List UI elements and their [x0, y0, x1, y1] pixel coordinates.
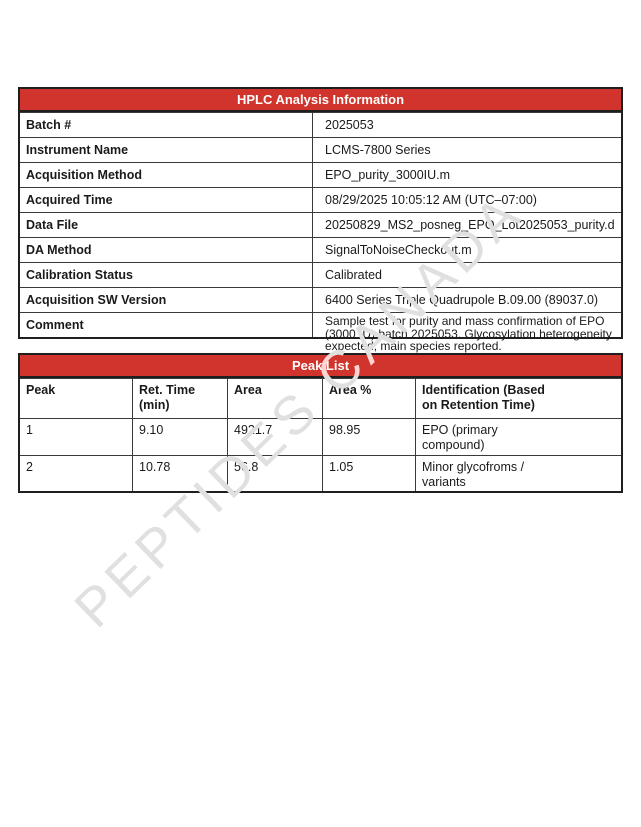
da-method-value: SignalToNoiseCheckout.m — [325, 242, 472, 257]
column-header-area: Area — [228, 379, 323, 418]
acquired-time-label: Acquired Time — [20, 188, 313, 212]
column-header-area-percent: Area % — [323, 379, 416, 418]
table-row: Acquisition Method EPO_purity_3000IU.m — [20, 162, 621, 187]
acquisition-sw-version-label: Acquisition SW Version — [20, 288, 313, 312]
peak-row-2: 2 10.78 56.8 1.05 Minor glycofroms / var… — [20, 455, 621, 491]
table-row: Calibration Status Calibrated — [20, 262, 621, 287]
peak-2-number: 2 — [20, 456, 133, 491]
column-header-ret-time: Ret. Time (min) — [133, 379, 228, 418]
column-header-peak: Peak — [20, 379, 133, 418]
calibration-status-value: Calibrated — [325, 267, 382, 282]
hplc-analysis-table: HPLC Analysis Information Batch # 202505… — [18, 87, 623, 352]
peak-list-title-bar: Peak List — [20, 355, 621, 378]
peak-1-area-percent: 98.95 — [323, 419, 416, 455]
peak-1-number: 1 — [20, 419, 133, 455]
peak-2-area: 56.8 — [228, 456, 323, 491]
peak-row-1: 1 9.10 4921.7 98.95 EPO (primary compoun… — [20, 418, 621, 455]
instrument-name-value: LCMS-7800 Series — [325, 142, 431, 157]
peak-1-ret-time: 9.10 — [133, 419, 228, 455]
peak-1-area: 4921.7 — [228, 419, 323, 455]
data-file-label: Data File — [20, 213, 313, 237]
table-row: DA Method SignalToNoiseCheckout.m — [20, 237, 621, 262]
peak-2-identification: Minor glycofroms / variants — [422, 460, 525, 489]
batch-number-value: 2025053 — [325, 117, 374, 132]
table-row: Batch # 2025053 — [20, 112, 621, 137]
peak-1-identification: EPO (primary compound) — [422, 423, 498, 452]
acquisition-sw-version-value: 6400 Series Triple Quadrupole B.09.00 (8… — [325, 292, 599, 307]
batch-number-label: Batch # — [20, 113, 313, 137]
da-method-label: DA Method — [20, 238, 313, 262]
peak-2-area-percent: 1.05 — [323, 456, 416, 491]
peak-2-ret-time: 10.78 — [133, 456, 228, 491]
peak-list-table: Peak List Peak Ret. Time (min) Area Area… — [18, 353, 623, 493]
acquired-time-value: 08/29/2025 10:05:12 AM (UTC–07:00) — [325, 192, 537, 207]
table-row: Acquisition SW Version 6400 Series Tripl… — [20, 287, 621, 312]
instrument-name-label: Instrument Name — [20, 138, 313, 162]
hplc-table-title-bar: HPLC Analysis Information — [20, 89, 621, 112]
table-row: Acquired Time 08/29/2025 10:05:12 AM (UT… — [20, 187, 621, 212]
table-row: Comment Sample test for purity and mass … — [20, 312, 621, 352]
table-row: Data File 20250829_MS2_posneg_EPO_Lot202… — [20, 212, 621, 237]
acquisition-method-value: EPO_purity_3000IU.m — [325, 167, 451, 182]
comment-label: Comment — [20, 313, 313, 337]
comment-value: Sample test for purity and mass confirma… — [325, 314, 612, 353]
calibration-status-label: Calibration Status — [20, 263, 313, 287]
table-row: Instrument Name LCMS-7800 Series — [20, 137, 621, 162]
acquisition-method-label: Acquisition Method — [20, 163, 313, 187]
peak-list-header-row: Peak Ret. Time (min) Area Area % Identif… — [20, 378, 621, 418]
data-file-value: 20250829_MS2_posneg_EPO_Lot2025053_purit… — [325, 217, 615, 232]
column-header-identification: Identification (Based on Retention Time) — [422, 383, 545, 412]
